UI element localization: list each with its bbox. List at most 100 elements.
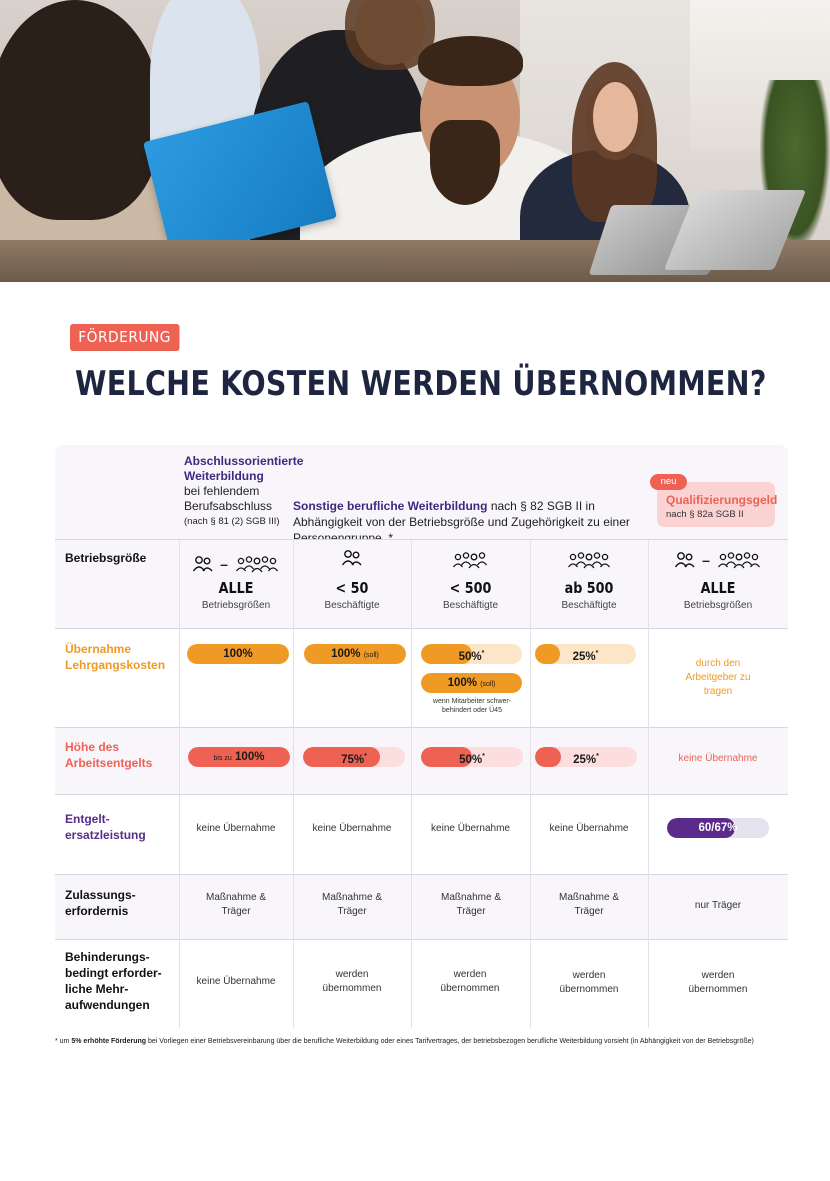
cell-text: keine Übernahme xyxy=(431,823,510,834)
bar-label: 60/67% xyxy=(698,822,738,834)
bar-note: wenn Mitarbeiter schwer-behindert oder Ü… xyxy=(432,698,512,714)
bar-label: 25%* xyxy=(572,650,599,663)
size-unit: Beschäftigte xyxy=(561,600,617,611)
grid-line xyxy=(55,628,788,629)
cell-text: Maßnahme & Träger xyxy=(440,892,502,917)
size-value: ALLE xyxy=(218,579,254,597)
progress-bar: 100% (soll) xyxy=(421,673,522,693)
four-people-icon xyxy=(411,551,530,569)
progress-bar: 50%* xyxy=(421,644,522,664)
grid-line xyxy=(55,939,788,940)
header-sonstige-title: Sonstige berufliche Weiterbildung xyxy=(293,499,488,513)
progress-fill xyxy=(421,644,472,664)
bar-label: 100% (soll) xyxy=(447,677,496,689)
size-unit: Betriebsgrößen xyxy=(201,600,271,611)
progress-bar: 100% (soll) xyxy=(304,644,406,664)
grid-line xyxy=(55,727,788,728)
size-value: ALLE xyxy=(700,579,736,597)
header-abschluss: Abschlussorientierte Weiterbildung bei f… xyxy=(184,454,304,529)
row-bg-betriebsgroesse xyxy=(55,539,788,628)
people-range-icon: – xyxy=(648,551,788,569)
progress-fill xyxy=(535,747,561,767)
size-unit: Betriebsgrößen xyxy=(683,600,753,611)
row-bg-zulassung xyxy=(55,874,788,939)
grid-line xyxy=(55,794,788,795)
grid-line xyxy=(179,539,180,1028)
bar-label: 75%* xyxy=(341,753,367,766)
grid-line xyxy=(411,539,412,1028)
row-label-lehrgang: Übernahme Lehrgangskosten xyxy=(65,642,166,672)
people-range-icon: – xyxy=(179,555,293,573)
hero-photo xyxy=(0,0,830,282)
person-beard-hair xyxy=(418,36,523,86)
cell-text: Maßnahme & Träger xyxy=(558,892,620,917)
header-abschluss-subtitle: bei fehlendem Berufsabschluss xyxy=(184,484,273,513)
cell-text: werden übernommen xyxy=(559,970,619,995)
bar-label: 100% (soll) xyxy=(331,648,379,660)
two-people-icon xyxy=(293,549,411,567)
grid-line xyxy=(55,874,788,875)
footnote-bold: 5% erhöhte Förderung xyxy=(71,1038,147,1045)
header-quali-ref: nach § 82a SGB II xyxy=(666,509,744,520)
size-unit: Beschäftigte xyxy=(442,600,499,611)
header-quali-title: Qualifizierungsgeld xyxy=(666,493,778,507)
header-abschluss-title: Abschlussorientierte Weiterbildung xyxy=(184,454,304,483)
new-badge: neu xyxy=(650,474,687,490)
footnote-text: bei Vorliegen einer Betriebsvereinbarung… xyxy=(148,1038,754,1045)
cell-text: werden übernommen xyxy=(440,969,500,994)
progress-fill xyxy=(188,747,290,767)
progress-fill xyxy=(187,644,289,664)
page-title: WELCHE KOSTEN WERDEN ÜBERNOMMEN? xyxy=(75,364,767,404)
progress-bar: bis zu 100% xyxy=(188,747,290,767)
row-label-entgelt: Entgelt-ersatzleistung xyxy=(65,812,146,842)
grid-line xyxy=(648,539,649,1028)
cell-text: durch den Arbeitgeber zu tragen xyxy=(685,658,751,697)
cell-text: nur Träger xyxy=(694,900,742,911)
bar-label: 50%* xyxy=(458,650,485,663)
cell-text: Maßnahme & Träger xyxy=(321,892,383,917)
bar-label: bis zu 100% xyxy=(213,751,265,763)
five-people-icon xyxy=(530,551,648,569)
person-beard xyxy=(430,120,500,205)
progress-bar: 100% xyxy=(187,644,289,664)
footnote-star: * um xyxy=(55,1038,70,1045)
grid-line xyxy=(55,539,788,540)
bar-label: 50%* xyxy=(459,753,485,766)
person-left-hair xyxy=(0,0,160,220)
size-value: < 500 xyxy=(449,579,492,597)
progress-bar: 25%* xyxy=(535,747,637,767)
section-tag: FÖRDERUNG xyxy=(70,324,180,351)
progress-bar: 25%* xyxy=(535,644,636,664)
grid-line xyxy=(530,539,531,1028)
bar-label: 100% xyxy=(223,648,253,660)
size-value: ab 500 xyxy=(564,579,614,597)
row-label-zulassung: Zulassungs-erfordernis xyxy=(65,888,136,918)
cell-text: keine Übernahme xyxy=(196,823,276,834)
cell-text: keine Übernahme xyxy=(196,976,276,987)
progress-fill xyxy=(304,644,406,664)
footnote: * um 5% erhöhte Förderung bei Vorliegen … xyxy=(55,1038,795,1045)
cell-text: keine Übernahme xyxy=(678,753,758,764)
header-quali: Qualifizierungsgeld nach § 82a SGB II xyxy=(657,482,778,527)
bar-label: 25%* xyxy=(573,753,599,766)
row-label-betriebsgroesse: Betriebsgröße xyxy=(65,551,147,565)
cell-text: keine Übernahme xyxy=(312,823,392,834)
progress-fill xyxy=(303,747,380,767)
cell-text: werden übernommen xyxy=(688,970,748,995)
size-value: < 50 xyxy=(335,579,369,597)
progress-fill xyxy=(421,673,522,693)
progress-fill xyxy=(421,747,472,767)
row-label-behinderung: Behinderungs-bedingt erforder-liche Mehr… xyxy=(65,950,162,1012)
header-abschluss-ref: (nach § 81 (2) SGB III) xyxy=(184,516,280,527)
row-label-arbeitsentgelt: Höhe des Arbeitsentgelts xyxy=(65,740,153,770)
progress-bar: 75%* xyxy=(303,747,405,767)
cell-text: keine Übernahme xyxy=(549,823,629,834)
progress-bar: 50%* xyxy=(421,747,523,767)
progress-bar: 60/67% xyxy=(667,818,769,838)
size-unit: Beschäftigte xyxy=(324,600,380,611)
progress-fill xyxy=(535,644,561,664)
progress-fill xyxy=(667,818,736,838)
person-right-face xyxy=(593,82,638,152)
grid-line xyxy=(293,539,294,1028)
cell-text: werden übernommen xyxy=(322,969,382,994)
